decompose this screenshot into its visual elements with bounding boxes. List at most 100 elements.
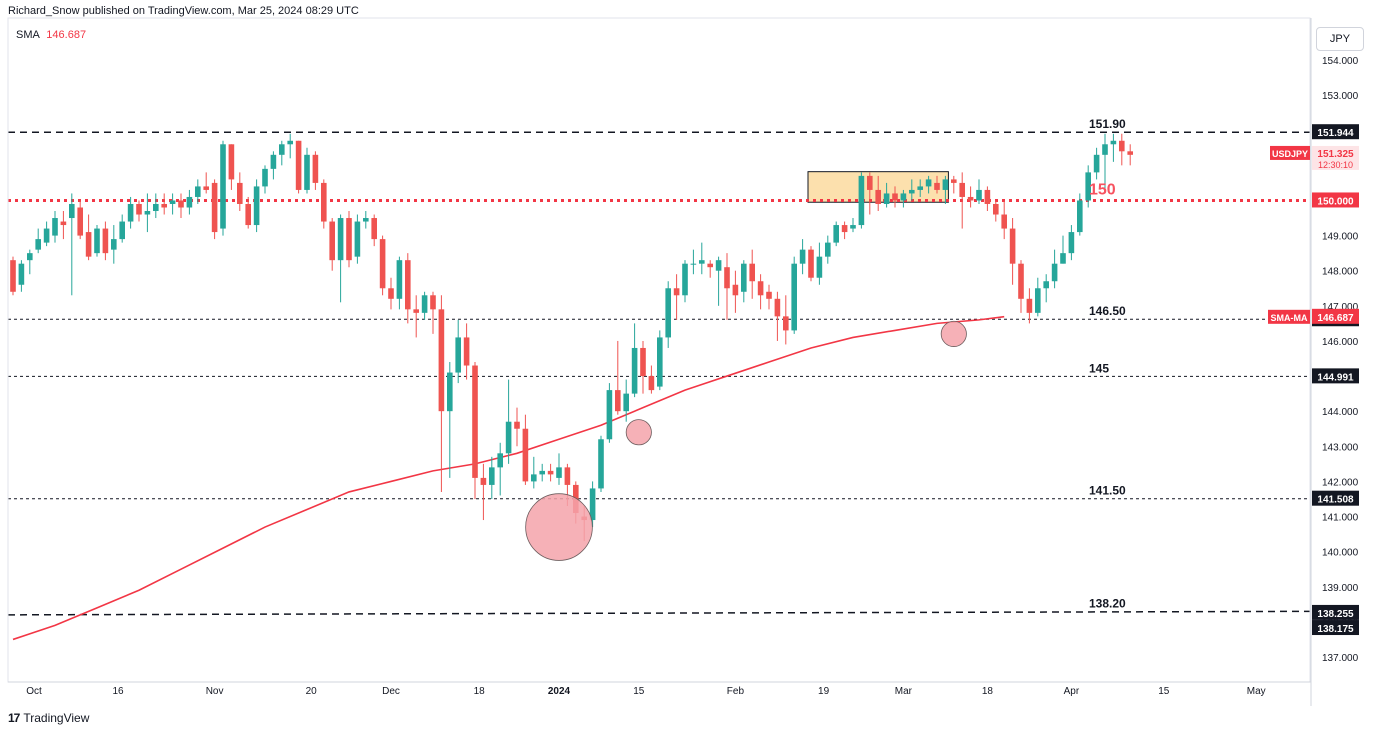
candle-body: [388, 288, 394, 299]
candle: [480, 463, 487, 521]
candle-body: [405, 260, 411, 310]
candle: [161, 193, 167, 215]
x-tick-label: 15: [1158, 686, 1170, 697]
candle-body: [1110, 140, 1117, 145]
candle: [1127, 144, 1133, 166]
candle-body: [329, 221, 335, 261]
candle: [875, 175, 881, 212]
x-tick-label: Feb: [727, 686, 745, 697]
candle: [959, 172, 965, 229]
candle: [892, 186, 898, 208]
candle: [85, 214, 92, 261]
candle-body: [379, 239, 386, 289]
price-tag-bg: [1312, 604, 1359, 620]
candle: [337, 214, 344, 303]
highlight-circle: [940, 320, 967, 347]
candle: [270, 151, 277, 180]
candle-body: [346, 218, 352, 261]
candle: [1009, 218, 1016, 285]
candle-body: [984, 189, 991, 204]
price-tag: 138.175: [1317, 624, 1354, 635]
candle-body: [480, 477, 487, 485]
candle: [690, 249, 697, 275]
candle: [354, 214, 361, 264]
candle-body: [186, 196, 193, 208]
x-tick-label: 20: [306, 686, 318, 697]
candle: [253, 179, 260, 233]
candle-body: [1026, 298, 1033, 313]
candle-body: [892, 193, 898, 201]
candle: [1093, 147, 1100, 180]
candle: [984, 186, 991, 212]
y-tick-label: 141.000: [1322, 513, 1359, 524]
candle: [371, 214, 377, 247]
currency-button[interactable]: JPY: [1316, 27, 1364, 51]
candle-body: [77, 207, 83, 236]
candle-body: [85, 232, 92, 257]
candle-body: [673, 288, 680, 296]
candle: [514, 407, 520, 447]
price-tag: 141.508: [1317, 495, 1354, 506]
candle: [732, 270, 739, 313]
candle-body: [606, 390, 613, 440]
candle-body: [119, 221, 125, 240]
candle: [211, 179, 218, 240]
candle: [136, 200, 142, 222]
price-tag-bg: [1312, 368, 1359, 384]
candle: [1068, 225, 1075, 261]
candle: [715, 256, 722, 306]
candle-body: [1043, 281, 1049, 289]
candle: [245, 196, 251, 229]
tradingview-footer[interactable]: 17 TradingView: [8, 711, 89, 725]
candle-body: [547, 470, 554, 475]
candle: [169, 193, 176, 215]
candle-body: [993, 203, 999, 215]
y-tick-label: 142.000: [1322, 477, 1359, 488]
candle: [396, 256, 403, 310]
tradingview-logo-icon: 17: [8, 711, 20, 725]
candle: [589, 481, 596, 528]
candle-body: [396, 260, 403, 299]
candle: [631, 323, 638, 398]
candle: [127, 196, 134, 229]
candle: [287, 133, 293, 159]
x-tick-label: May: [1247, 686, 1266, 697]
sma-layer: [12, 315, 1005, 641]
candle-body: [875, 189, 881, 204]
candle: [1051, 249, 1058, 289]
price-tag: 138.255: [1317, 609, 1354, 620]
x-tick-label: Oct: [26, 686, 42, 697]
candle-body: [1093, 154, 1100, 173]
sma-price-bg: [1312, 308, 1359, 324]
candle: [77, 200, 83, 240]
candle: [816, 242, 823, 285]
candle: [749, 249, 755, 299]
candle-body: [942, 179, 949, 190]
candle-body: [304, 154, 310, 190]
candle-body: [707, 263, 713, 268]
candle: [203, 172, 209, 194]
candle: [1026, 288, 1033, 324]
candle-body: [195, 186, 201, 197]
candle-body: [447, 372, 453, 412]
candle: [18, 260, 25, 292]
candle: [111, 225, 117, 264]
candle: [430, 291, 436, 334]
candle-body: [1119, 140, 1125, 152]
price-tag-bg: [1312, 490, 1359, 506]
level-line: [7, 610, 1311, 616]
x-tick-label: 16: [112, 686, 124, 697]
candle: [69, 193, 75, 296]
candle-body: [178, 200, 184, 208]
candle: [195, 179, 201, 204]
candle-body: [657, 337, 663, 387]
candle-body: [690, 263, 697, 265]
candle-body: [1009, 228, 1016, 264]
candle: [741, 260, 747, 303]
candle-body: [900, 193, 907, 201]
y-tick-label: 144.000: [1322, 407, 1359, 418]
sma-legend[interactable]: SMA 146.687: [16, 29, 86, 41]
symbol-price-bg: [1312, 145, 1359, 170]
candle-body: [648, 376, 655, 391]
